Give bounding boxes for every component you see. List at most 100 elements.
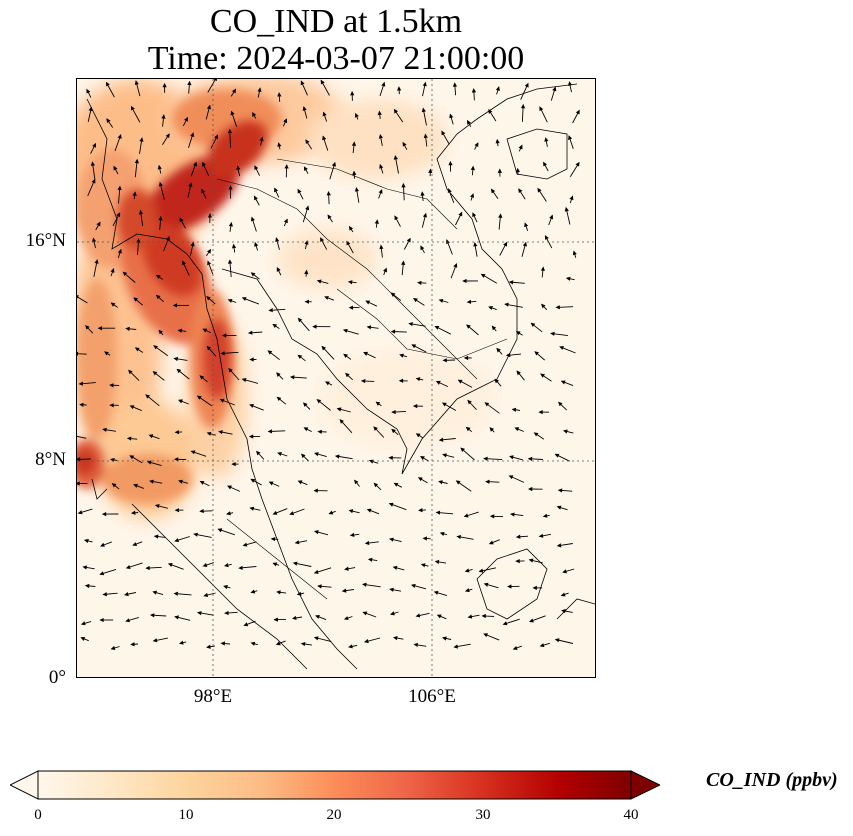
wind-vector-head (106, 118, 111, 123)
wind-vector-head (540, 303, 546, 309)
wind-vector-head (474, 142, 479, 148)
wind-vector-head (100, 542, 105, 547)
wind-vector-head (82, 565, 88, 570)
wind-vector-head (494, 378, 500, 384)
wind-vector-head (219, 398, 225, 403)
wind-vector-head (572, 250, 577, 256)
wind-vector-head (148, 434, 154, 439)
wind-vector-head (515, 167, 520, 173)
wind-vector-head (132, 542, 138, 547)
wind-vector-head (322, 135, 327, 141)
wind-vector-head (422, 81, 427, 87)
lat-tick-8n: 8°N (35, 449, 66, 470)
wind-vector-head (483, 456, 488, 461)
wind-vector-head (367, 557, 373, 562)
wind-vector-head (512, 645, 518, 650)
wind-vector-head (438, 298, 444, 303)
wind-vector-head (456, 534, 462, 540)
wind-vector-head (422, 212, 427, 218)
wind-vector-head (78, 381, 84, 386)
wind-vector-head (228, 221, 233, 227)
wind-vector-head (528, 558, 534, 563)
wind-vector-head (270, 537, 276, 542)
wind-vector-head (177, 328, 183, 333)
wind-vector-head (540, 373, 545, 378)
wind-vector-head (104, 351, 109, 356)
colorbar-tick-0: 0 (34, 807, 42, 823)
wind-vector-head (379, 244, 384, 250)
wind-vector-head (364, 540, 370, 546)
wind-vector-head (252, 112, 257, 117)
wind-vector-head (527, 486, 533, 492)
wind-vector-head (300, 80, 305, 86)
wind-vector-head (490, 188, 496, 194)
wind-vector-head (560, 380, 566, 385)
wind-vector-head (510, 512, 515, 517)
wind-vector-head (515, 534, 521, 539)
wind-vector-head (96, 221, 101, 227)
wind-vector-head (428, 168, 433, 174)
wind-vector-head (496, 347, 501, 353)
wind-vector-head (188, 182, 193, 187)
wind-vector-head (354, 112, 359, 118)
wind-vector-head (206, 644, 211, 649)
wind-vector-head (393, 155, 398, 160)
wind-vector-head (484, 402, 490, 407)
wind-vector-head (173, 457, 179, 462)
wind-vector-head (463, 355, 469, 361)
wind-vector-head (470, 165, 475, 171)
wind-vector-head (250, 641, 256, 646)
wind-vector-head (345, 372, 350, 378)
wind-vector-head (466, 299, 472, 304)
wind-vector-head (221, 333, 227, 338)
wind-vector-head (302, 106, 307, 111)
wind-vector-head (133, 483, 138, 488)
wind-vector-head (267, 429, 273, 434)
wind-vector-head (522, 241, 527, 247)
wind-vector-head (389, 587, 394, 592)
colorbar-label: CO_IND (ppbv) (706, 769, 838, 791)
wind-vector-head (273, 617, 278, 622)
wind-vector-head (124, 591, 129, 597)
wind-vector-head (361, 582, 367, 587)
wind-vector-head (489, 514, 495, 519)
wind-vector-head (399, 353, 404, 358)
wind-vector-head (149, 479, 154, 484)
wind-vector-head (196, 611, 202, 616)
wind-vector-head (489, 427, 495, 432)
wind-vector-head (471, 88, 477, 93)
wind-vector-head (182, 260, 186, 266)
wind-vector-head (173, 356, 179, 362)
wind-vector-head (110, 268, 115, 273)
wind-vector-head (122, 271, 128, 277)
wind-vector-head (348, 225, 354, 231)
wind-vector-head (467, 399, 472, 405)
wind-vector-head (236, 165, 241, 170)
wind-vector-head (196, 395, 202, 400)
wind-vector-head (259, 136, 264, 142)
wind-vector-head (485, 479, 490, 484)
wind-vector-head (158, 329, 163, 335)
wind-vector-head (249, 357, 254, 362)
wind-vector-head (80, 621, 86, 626)
wind-vector-head (275, 641, 281, 646)
wind-vector-head (202, 161, 206, 167)
wind-vector-head (567, 81, 573, 86)
wind-vector-head (125, 564, 131, 570)
wind-vector-head (520, 103, 526, 109)
wind-vector-head (289, 511, 295, 516)
wind-vector-head (413, 642, 419, 647)
wind-vector-head (564, 206, 569, 212)
colorbar-extend-min (10, 770, 39, 800)
wind-vector-head (277, 92, 282, 97)
wind-vector-head (206, 296, 211, 301)
wind-vector-head (362, 611, 368, 616)
wind-vector-head (442, 358, 447, 363)
wind-vector-head (178, 399, 183, 404)
wind-vector-head (174, 508, 180, 513)
wind-vector-head (277, 452, 282, 457)
wind-vector-head (401, 182, 406, 188)
wind-vector-head (540, 266, 545, 271)
wind-vector-head (449, 113, 454, 119)
wind-vector-head (173, 591, 179, 596)
